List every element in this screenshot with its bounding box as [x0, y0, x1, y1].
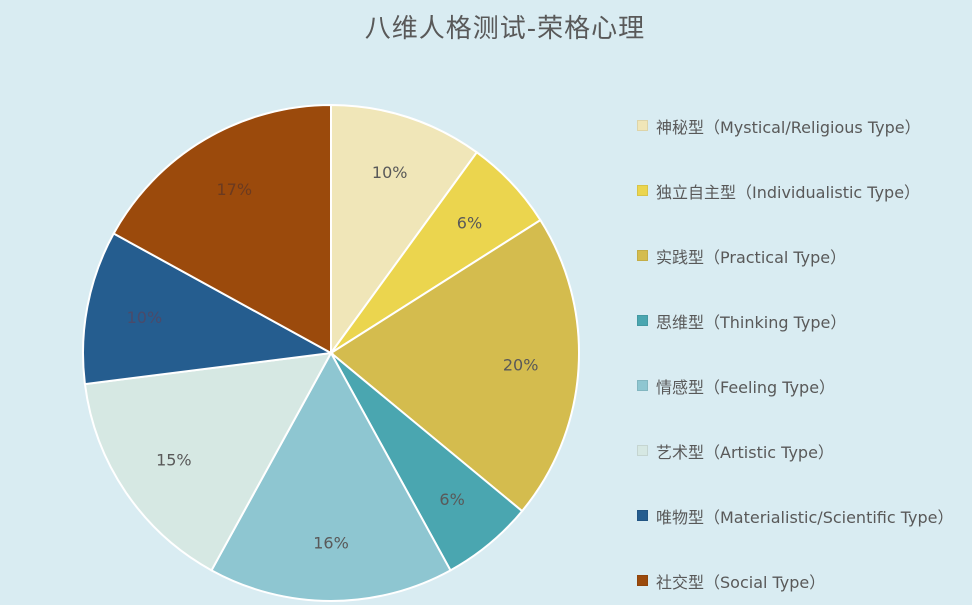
legend-label: 社交型（Social Type） — [656, 572, 826, 592]
chart-title: 八维人格测试-荣格心理 — [364, 14, 646, 44]
legend-label: 思维型（Thinking Type） — [656, 312, 847, 332]
legend-item-3: 思维型（Thinking Type） — [637, 288, 972, 353]
data-label-5: 15% — [156, 450, 192, 469]
pie-slice-5 — [83, 351, 333, 572]
data-label-3: 6% — [439, 490, 464, 509]
data-label-2: 20% — [503, 355, 539, 374]
pie-slice-4 — [210, 350, 452, 602]
legend-label: 神秘型（Mystical/Religious Type） — [656, 117, 921, 137]
data-label-6: 10% — [127, 308, 163, 327]
legend-label: 唯物型（Materialistic/Scientific Type） — [656, 507, 954, 527]
pie-slice-6 — [82, 232, 335, 386]
legend-swatch — [637, 380, 648, 391]
legend-swatch — [637, 185, 648, 196]
legend-swatch — [637, 575, 648, 586]
legend-item-5: 艺术型（Artistic Type） — [637, 418, 972, 483]
data-label-0: 10% — [372, 163, 408, 182]
data-label-7: 17% — [217, 180, 253, 199]
legend-label: 独立自主型（Individualistic Type） — [656, 182, 921, 202]
legend-swatch — [637, 315, 648, 326]
pie-slice-2 — [329, 218, 580, 513]
legend-item-7: 社交型（Social Type） — [637, 548, 972, 605]
legend-label: 情感型（Feeling Type） — [656, 377, 836, 397]
legend-swatch — [637, 510, 648, 521]
data-label-4: 16% — [313, 534, 349, 553]
legend-label: 实践型（Practical Type） — [656, 247, 847, 267]
legend-label: 艺术型（Artistic Type） — [656, 442, 834, 462]
legend: 神秘型（Mystical/Religious Type） 独立自主型（Indivi… — [637, 93, 972, 605]
legend-item-6: 唯物型（Materialistic/Scientific Type） — [637, 483, 972, 548]
pie-slice-0 — [330, 103, 479, 357]
data-label-1: 6% — [457, 213, 482, 232]
legend-item-1: 独立自主型（Individualistic Type） — [637, 158, 972, 223]
legend-item-0: 神秘型（Mystical/Religious Type） — [637, 93, 972, 158]
legend-swatch — [637, 120, 648, 131]
legend-swatch — [637, 445, 648, 456]
legend-swatch — [637, 250, 648, 261]
legend-item-4: 情感型（Feeling Type） — [637, 353, 972, 418]
legend-item-2: 实践型（Practical Type） — [637, 223, 972, 288]
pie-slice-7 — [112, 103, 332, 355]
